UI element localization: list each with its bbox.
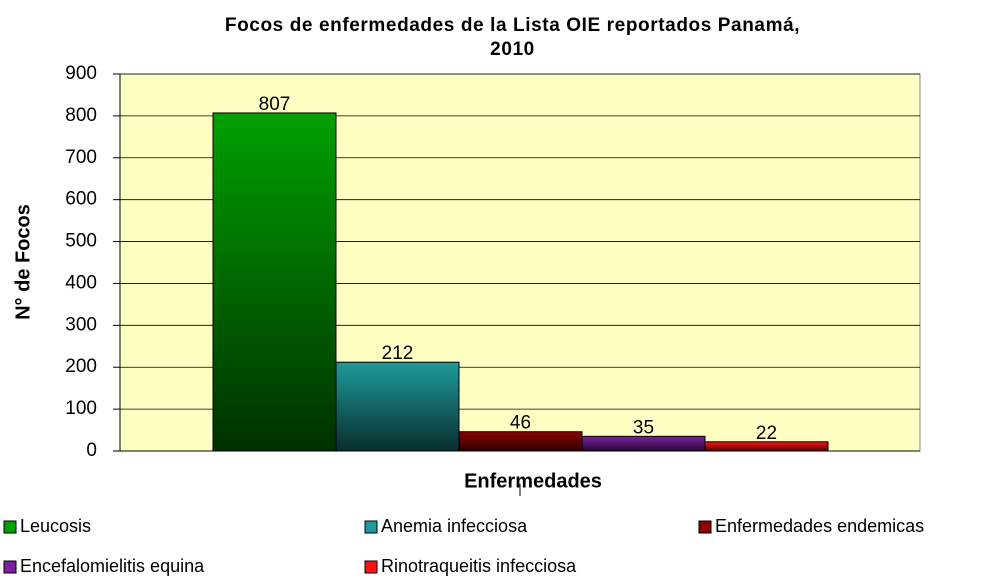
- x-axis-title: Enfermedades: [464, 470, 602, 492]
- bar: [581, 435, 706, 452]
- data-label: 22: [756, 423, 777, 444]
- legend-swatch: [364, 560, 378, 574]
- data-label: 35: [633, 417, 654, 438]
- y-tick-label: 500: [65, 231, 97, 252]
- legend-label: Leucosis: [20, 516, 91, 536]
- y-tick-label: 800: [65, 105, 97, 126]
- bar: [704, 441, 829, 452]
- y-tick-label: 200: [65, 356, 97, 377]
- legend-label: Encefalomielitis equina: [20, 556, 205, 576]
- chart-title: Focos de enfermedades de la Lista OIE re…: [224, 15, 801, 60]
- legend-label: Enfermedades endemicas: [715, 516, 924, 536]
- y-axis-title: N° de Focos: [12, 204, 34, 320]
- y-tick-label: 300: [65, 314, 97, 335]
- y-tick-label: 900: [65, 63, 97, 84]
- legend-swatch: [698, 520, 712, 534]
- y-tick-label: 0: [86, 440, 97, 461]
- bar: [458, 431, 583, 452]
- y-tick-label: 600: [65, 189, 97, 210]
- y-tick-label: 400: [65, 272, 97, 293]
- legend-swatch: [3, 520, 17, 534]
- data-label: 212: [382, 343, 414, 364]
- legend-swatch: [3, 560, 17, 574]
- legend-swatch: [364, 520, 378, 534]
- y-tick-label: 100: [65, 398, 97, 419]
- bar: [212, 112, 337, 452]
- data-label: 807: [259, 94, 291, 115]
- data-label: 46: [510, 413, 531, 434]
- legend-label: Rinotraqueitis infecciosa: [381, 556, 577, 576]
- y-tick-label: 700: [65, 147, 97, 168]
- bar: [335, 361, 460, 452]
- legend-label: Anemia infecciosa: [381, 516, 528, 536]
